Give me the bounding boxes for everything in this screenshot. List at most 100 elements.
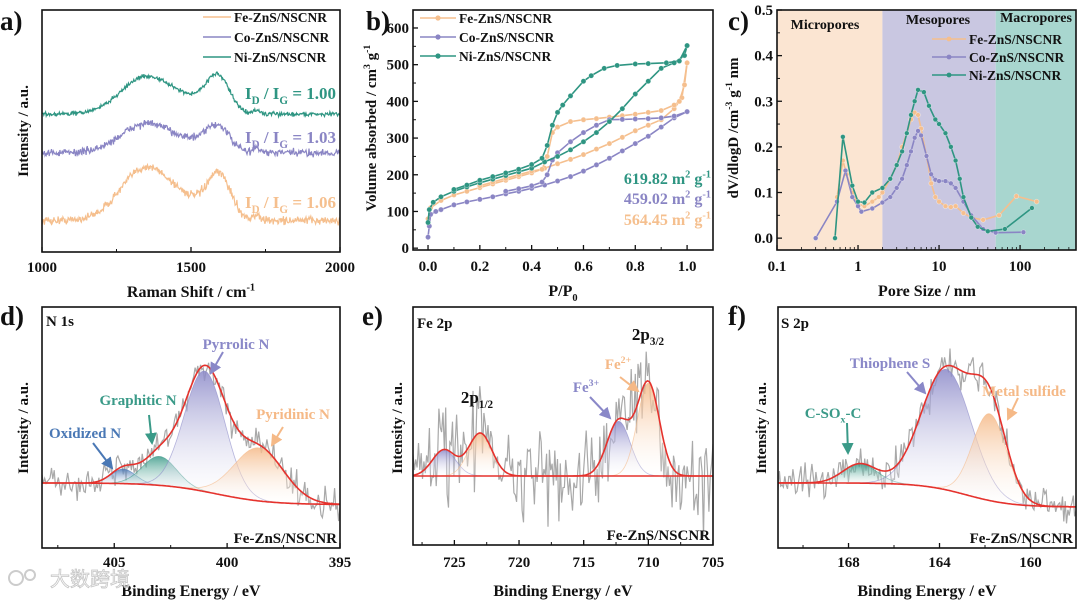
- data-point: [489, 173, 496, 180]
- data-point: [544, 153, 551, 160]
- plot-frame: [777, 306, 1077, 549]
- annotation-arrow: [92, 442, 114, 470]
- data-point: [658, 124, 665, 130]
- plot-frame: [412, 9, 714, 251]
- data-point: [645, 60, 652, 67]
- annotation-arrow: [841, 422, 854, 455]
- panel-a-raman: ID / IG = 1.06 Fe-ZnS/NSCNR ID / IG = 1.03…: [0, 6, 355, 301]
- plot-area: [42, 71, 340, 227]
- data-point: [593, 115, 600, 122]
- id-ig-ratio-label: ID / IG = 1.03: [245, 128, 336, 151]
- data-point: [968, 214, 974, 221]
- y-tick-label: 0: [402, 241, 410, 257]
- data-point: [915, 128, 921, 134]
- x-tick-label: 1000: [27, 260, 57, 276]
- data-point: [908, 148, 914, 155]
- data-point: [918, 132, 924, 139]
- data-point: [619, 105, 626, 112]
- data-point: [893, 162, 900, 168]
- data-point: [632, 111, 639, 118]
- panel-c-pore-size: Micropores Mesopores Macropores Fe-ZnS/NSCN…: [724, 3, 1077, 300]
- data-point: [658, 114, 665, 121]
- legend-label: Fe-ZnS/NSCNR: [969, 32, 1062, 47]
- data-point: [426, 206, 433, 213]
- x-tick-label: 160: [1019, 555, 1042, 571]
- x-axis-label: Binding Energy / eV: [857, 583, 997, 600]
- panel-b-isotherm: 564.45 m2 g-1 Fe-ZnS/NSCNR 459.02 m2 g-1 Co…: [362, 6, 714, 304]
- y-tick-label: 500: [387, 58, 410, 74]
- panel-label: b): [366, 6, 390, 36]
- component-label: Oxidized N: [49, 426, 121, 442]
- data-point: [425, 234, 431, 241]
- data-point: [554, 160, 561, 167]
- data-point: [502, 170, 509, 176]
- annotation-arrow: [1006, 397, 1019, 421]
- data-point: [942, 203, 949, 209]
- plot-area: [777, 10, 1076, 250]
- data-point: [936, 178, 942, 184]
- plot-frame: [41, 306, 341, 549]
- plot-area: [425, 42, 690, 241]
- data-point: [619, 148, 626, 154]
- x-tick-label: 0.8: [626, 259, 645, 275]
- data-point: [554, 153, 561, 160]
- x-tick-label: 715: [572, 555, 595, 571]
- data-point: [681, 81, 688, 88]
- data-point: [438, 193, 444, 200]
- data-point: [904, 130, 910, 136]
- y-tick-label: 0.0: [754, 231, 773, 247]
- data-point: [567, 118, 574, 125]
- data-point: [593, 129, 600, 136]
- data-point: [614, 62, 621, 69]
- data-point: [960, 210, 967, 216]
- x-tick-label: 395: [329, 555, 352, 571]
- series-line-1: [815, 129, 1024, 239]
- data-point: [869, 198, 875, 205]
- data-point: [559, 102, 566, 108]
- data-point: [1002, 226, 1008, 232]
- data-point: [567, 156, 574, 163]
- data-point: [842, 167, 849, 174]
- data-point: [936, 198, 942, 205]
- data-point: [840, 134, 846, 140]
- data-point: [528, 161, 535, 168]
- data-point: [554, 178, 561, 184]
- data-point: [580, 151, 587, 158]
- spectrum-title: N 1s: [46, 314, 74, 330]
- data-point: [658, 65, 665, 72]
- data-point: [632, 91, 639, 97]
- sample-label: Fe-ZnS/NSCNR: [607, 528, 711, 544]
- data-point: [593, 146, 600, 152]
- data-point: [928, 171, 934, 177]
- annotation-arrow: [270, 426, 284, 447]
- data-point: [606, 140, 613, 147]
- spectrum-title: S 2p: [781, 316, 809, 332]
- data-point: [554, 109, 561, 116]
- data-point: [1029, 205, 1035, 211]
- plot-area: [42, 362, 340, 522]
- x-tick-label: 705: [702, 555, 725, 571]
- data-point: [932, 194, 939, 200]
- data-point: [528, 182, 535, 189]
- data-point: [899, 148, 905, 155]
- panel-d-xps: Oxidized N Graphitic N Pyrrolic N Pyridinic…: [0, 301, 351, 600]
- data-point: [606, 118, 613, 125]
- y-tick-label: 0.5: [754, 3, 773, 19]
- legend-marker: [946, 54, 952, 60]
- data-point: [893, 185, 900, 191]
- data-point: [580, 129, 587, 136]
- data-point: [915, 87, 921, 93]
- data-point: [684, 108, 690, 115]
- data-point: [658, 107, 665, 114]
- x-tick-label: 100: [1009, 259, 1032, 275]
- data-point: [899, 176, 905, 182]
- bet-surface-area-label: 619.82 m2 g-1: [624, 170, 711, 188]
- x-tick-label: 168: [837, 555, 860, 571]
- data-point: [832, 235, 838, 241]
- annotation-arrow: [619, 376, 640, 393]
- data-point: [932, 116, 939, 123]
- data-point: [567, 146, 574, 153]
- data-point: [671, 102, 678, 108]
- data-point: [861, 199, 868, 206]
